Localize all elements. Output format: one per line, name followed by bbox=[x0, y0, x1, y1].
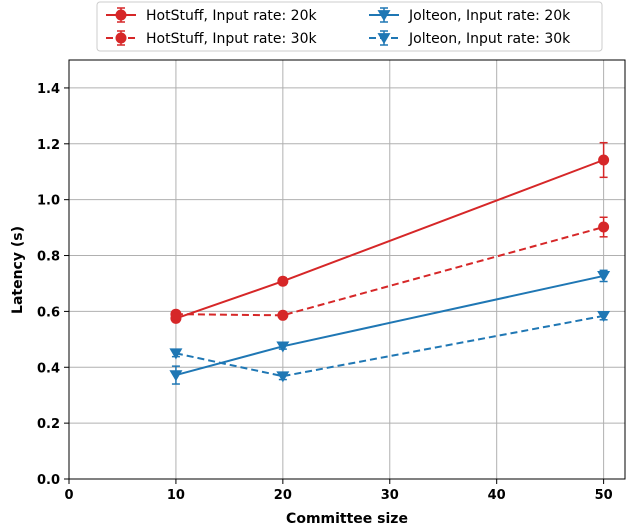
x-tick-label: 20 bbox=[274, 488, 292, 503]
axis-ticks: 0 10 20 30 40 50 0.0 0.2 0.4 0.6 0.8 1.0 1.2 1.4 bbox=[37, 82, 613, 503]
y-tick-label: 0.0 bbox=[37, 473, 60, 488]
data-point bbox=[277, 275, 289, 287]
series-line bbox=[175, 314, 604, 378]
data-point bbox=[276, 341, 290, 353]
data-point bbox=[276, 371, 290, 383]
legend-label: HotStuff, Input rate: 30k bbox=[146, 31, 317, 47]
series-line bbox=[175, 226, 604, 317]
legend-marker bbox=[115, 32, 127, 44]
data-point bbox=[598, 221, 610, 233]
y-tick-label: 0.2 bbox=[37, 417, 60, 432]
series-3 bbox=[169, 269, 611, 385]
y-tick-label: 0.6 bbox=[37, 305, 60, 320]
data-point bbox=[598, 154, 610, 166]
legend-marker bbox=[377, 10, 391, 22]
legend-frame bbox=[96, 1, 603, 52]
y-axis-label: Latency (s) bbox=[10, 226, 26, 314]
x-tick-label: 30 bbox=[381, 488, 399, 503]
series-2 bbox=[170, 216, 610, 321]
legend-marker bbox=[377, 33, 391, 45]
legend-label: Jolteon, Input rate: 20k bbox=[408, 8, 571, 24]
x-tick-label: 0 bbox=[64, 488, 73, 503]
x-tick-label: 40 bbox=[488, 488, 506, 503]
grid-lines bbox=[68, 60, 625, 480]
y-tick-label: 0.4 bbox=[37, 361, 60, 376]
legend-entry: Jolteon, Input rate: 20k bbox=[369, 7, 571, 24]
legend-marker bbox=[115, 9, 127, 21]
series-4 bbox=[169, 310, 611, 383]
data-point bbox=[170, 308, 182, 320]
legend: HotStuff, Input rate: 20k HotStuff, Input… bbox=[96, 1, 603, 52]
y-tick-label: 1.2 bbox=[37, 138, 60, 153]
x-axis-label: Committee size bbox=[286, 511, 408, 527]
x-tick-label: 50 bbox=[595, 488, 613, 503]
legend-entry: Jolteon, Input rate: 30k bbox=[369, 30, 571, 47]
data-point bbox=[597, 310, 611, 323]
y-tick-label: 1.0 bbox=[37, 194, 60, 209]
legend-entry: HotStuff, Input rate: 30k bbox=[106, 30, 317, 47]
plot-frame bbox=[68, 59, 626, 480]
legend-label: Jolteon, Input rate: 30k bbox=[408, 31, 571, 47]
data-point bbox=[169, 348, 183, 360]
series-1 bbox=[170, 141, 610, 324]
data-point bbox=[169, 370, 183, 382]
legend-entry: HotStuff, Input rate: 20k bbox=[106, 7, 317, 24]
y-tick-label: 1.4 bbox=[37, 82, 60, 97]
data-point bbox=[277, 309, 289, 321]
series-layer bbox=[169, 141, 611, 385]
x-tick-label: 10 bbox=[167, 488, 185, 503]
y-tick-label: 0.8 bbox=[37, 250, 60, 265]
data-point bbox=[597, 271, 611, 283]
legend-label: HotStuff, Input rate: 20k bbox=[146, 8, 317, 24]
